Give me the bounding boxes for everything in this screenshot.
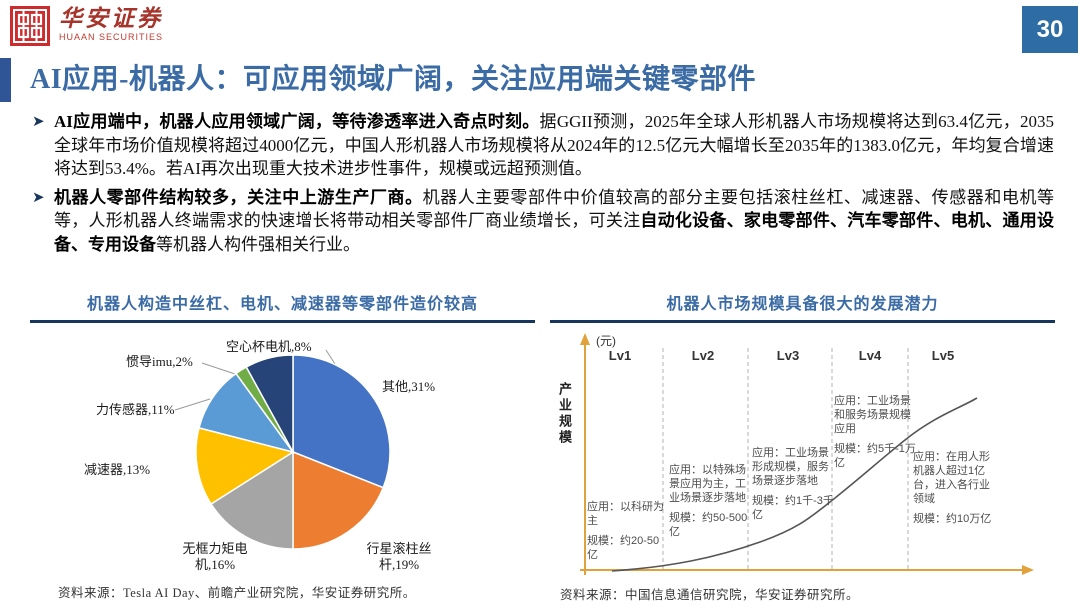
leader-line-imu [201, 362, 239, 376]
stage-note-lv1: 应用：以科研为主 规模：约20-50亿 [587, 500, 667, 562]
bullet-item-2: ➤ 机器人零部件结构较多，关注中上游生产厂商。机器人主要零部件中价值较高的部分主… [32, 186, 1054, 257]
page-title: AI应用-机器人：可应用领域广阔，关注应用端关键零部件 [30, 64, 756, 95]
x-axis-arrow-icon [1022, 565, 1034, 575]
page-number-badge: 30 [1022, 6, 1078, 53]
bullet-arrow-icon: ➤ [32, 112, 45, 130]
stage-scale: 规模：约50-500亿 [669, 512, 748, 538]
pie-slice-5 [198, 372, 295, 454]
stage-level-lv3: Lv3 [776, 348, 800, 363]
stage-chart: 产业规模 (元) Lv1 Lv2 Lv3 Lv4 Lv5 应用：以科研为主 规模… [550, 330, 1055, 582]
stage-scale: 规模：约5千-1万亿 [834, 443, 916, 469]
stage-level-lv4: Lv4 [858, 348, 882, 363]
pie-label-other: 其他,31% [382, 379, 436, 394]
stage-scale: 规模：约10万亿 [913, 513, 992, 525]
y-axis-title: 产业规模 [557, 382, 572, 446]
stage-level-lv5: Lv5 [931, 348, 955, 363]
stage-chart-canvas [580, 333, 1034, 575]
huaan-seal-icon [10, 6, 50, 46]
stage-application: 应用：工业场景形成规模，服务场景逐步落地 [752, 447, 829, 487]
leader-line-force-sensor [174, 398, 211, 411]
stage-level-lv1: Lv1 [608, 348, 632, 363]
logo-company-name-en: HUAAN SECURITIES [59, 32, 164, 42]
pie-slice-1 [292, 354, 391, 489]
title-accent-bar [0, 58, 11, 102]
bullet-arrow-icon: ➤ [32, 187, 45, 206]
bullet-1-body: 据GGII预测，2025年全球人形机器人市场规模将达到63.4亿元，2035全球… [54, 112, 1054, 178]
stage-application: 应用：以科研为主 [587, 501, 664, 527]
pie-slice-7 [245, 354, 294, 453]
stage-application: 应用：以特殊场景应用为主，工业场景逐步落地 [669, 464, 746, 504]
pie-slice-2 [292, 450, 385, 550]
pie-title-underline [30, 320, 535, 323]
pie-label-reducer: 减速器,13% [84, 462, 151, 477]
stage-level-lv2: Lv2 [691, 348, 715, 363]
growth-curve [611, 397, 978, 572]
bullet-1-lead: AI应用端中，机器人应用领域广阔，等待渗透率进入奇点时刻。 [54, 112, 540, 131]
stage-note-lv3: 应用：工业场景形成规模，服务场景逐步落地 规模：约1千-3千亿 [752, 446, 834, 522]
bullet-2-emphasis: 自动化设备、家电零部件、汽车零部件、电机、通用设备、专用设备 [54, 211, 1055, 254]
pie-label-force-sensor: 力传感器,11% [96, 402, 175, 417]
bullet-2-body: 机器人主要零部件中价值较高的部分主要包括滚柱丝杠、减速器、传感器和电机等等，人形… [54, 187, 1054, 231]
stage-chart-source: 资料来源：中国信息通信研究院，华安证券研究所。 [560, 588, 860, 602]
pie-slice-4 [195, 426, 295, 506]
stage-note-lv2: 应用：以特殊场景应用为主，工业场景逐步落地 规模：约50-500亿 [669, 463, 749, 539]
logo-company-name: 华安证券 [59, 6, 163, 31]
pie-label-imu: 惯导imu,2% [126, 354, 193, 369]
pie-slice-3 [210, 450, 294, 550]
bullet-2-tail: 等机器人构件强相关行业。 [156, 234, 360, 254]
leader-line-coreless-motor [325, 349, 336, 365]
bullet-2-lead: 机器人零部件结构较多，关注中上游生产厂商。 [54, 187, 423, 207]
stage-note-lv4: 应用：工业场景和服务场景规模应用 规模：约5千-1万亿 [834, 394, 918, 470]
y-axis-arrow-icon [580, 333, 590, 345]
pie-chart: 空心杯电机,8% 惯导imu,2% 力传感器,11% 其他,31% 减速器,13… [30, 320, 535, 582]
stage-chart-panel: 机器人市场规模具备很大的发展潜力 产业规模 (元) Lv1 Lv2 Lv3 Lv… [550, 285, 1055, 608]
stage-chart-title: 机器人市场规模具备很大的发展潜力 [666, 296, 939, 313]
stage-scale: 规模：约1千-3千亿 [752, 495, 834, 521]
pie-chart-canvas [174, 349, 391, 550]
pie-label-coreless-motor: 空心杯电机,8% [226, 339, 312, 354]
bullet-item-1: ➤ AI应用端中，机器人应用领域广阔，等待渗透率进入奇点时刻。据GGII预测，2… [32, 110, 1054, 181]
pie-label-planetary-roller-screw: 行星滚柱丝杆,19% [366, 541, 432, 572]
pie-chart-source: 资料来源：Tesla AI Day、前瞻产业研究院，华安证券研究所。 [58, 586, 416, 600]
stage-application: 应用：在用人形机器人超过1亿台，进入各行业领域 [913, 451, 990, 505]
pie-label-frameless-torque-motor: 无框力矩电机,16% [182, 541, 248, 572]
stage-scale: 规模：约20-50亿 [587, 535, 660, 561]
y-axis-unit: (元) [596, 334, 616, 348]
pie-chart-panel: 机器人构造中丝杠、电机、减速器等零部件造价较高 空心杯电机,8% 惯导imu,2… [30, 285, 535, 608]
company-logo: 华安证券 HUAAN SECURITIES [10, 6, 163, 46]
stage-title-underline [550, 320, 1055, 323]
stage-note-lv5: 应用：在用人形机器人超过1亿台，进入各行业领域 规模：约10万亿 [913, 450, 993, 526]
stage-application: 应用：工业场景和服务场景规模应用 [834, 395, 911, 435]
pie-chart-title: 机器人构造中丝杠、电机、减速器等零部件造价较高 [86, 296, 478, 313]
bullet-list: ➤ AI应用端中，机器人应用领域广阔，等待渗透率进入奇点时刻。据GGII预测，2… [32, 110, 1054, 256]
